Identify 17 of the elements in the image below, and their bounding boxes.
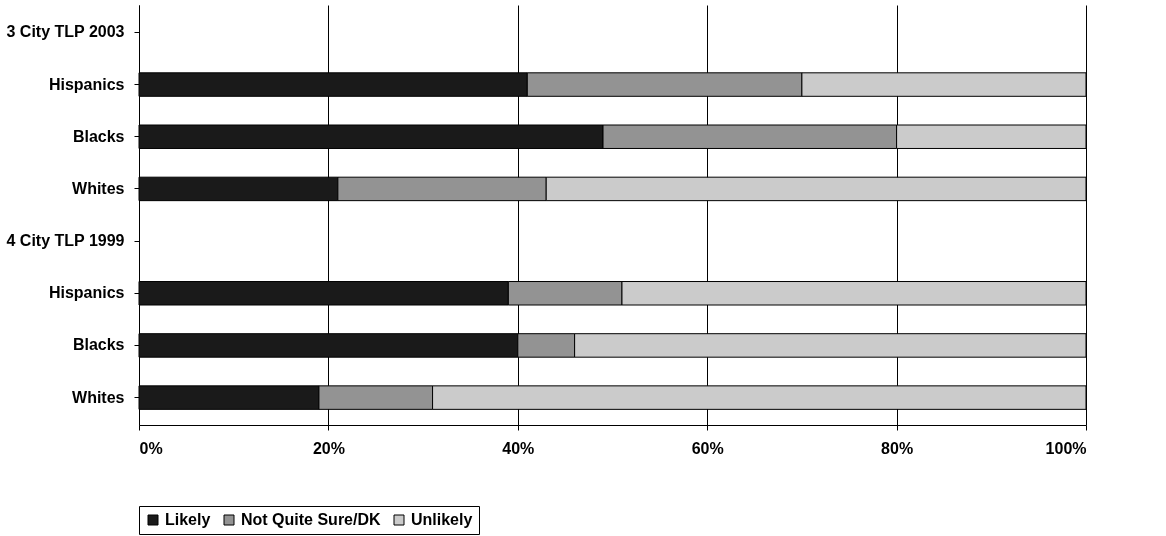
x-tick-label: 100%: [1045, 439, 1087, 457]
y-tick-label: Blacks: [72, 127, 125, 145]
y-tick-label: 4 City TLP 1999: [6, 232, 125, 250]
x-tick-label: 40%: [502, 439, 535, 457]
x-tick-label: 20%: [312, 439, 345, 457]
y-tick-label: Whites: [72, 388, 125, 406]
y-tick-label: Hispanics: [48, 284, 125, 302]
legend-label: Not Quite Sure/DK: [241, 511, 382, 528]
x-tick-label: 60%: [691, 439, 724, 457]
y-tick-label: Hispanics: [48, 75, 125, 93]
y-tick-label: Whites: [72, 179, 125, 197]
y-tick-label: Blacks: [72, 336, 125, 354]
y-tick-label: 3 City TLP 2003: [6, 23, 125, 41]
x-tick-label: 0%: [139, 439, 163, 457]
x-tick-label: 80%: [881, 439, 914, 457]
legend-label: Unlikely: [411, 511, 473, 528]
legend-label: Likely: [165, 511, 211, 528]
